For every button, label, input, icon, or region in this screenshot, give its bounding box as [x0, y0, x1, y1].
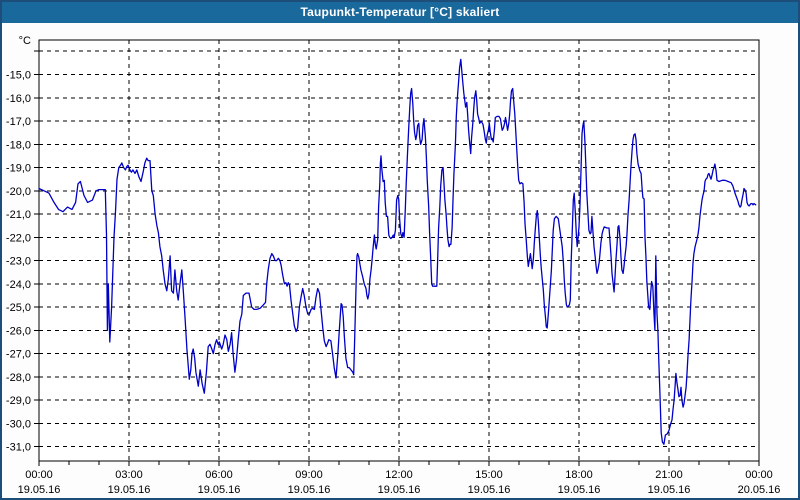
x-axis-time-label: 09:00 [295, 469, 323, 481]
x-axis-time-label: 15:00 [475, 469, 503, 481]
x-axis-date-label: 20.05.16 [738, 484, 781, 496]
x-axis-date-label: 19.05.16 [468, 484, 511, 496]
y-axis-unit-label: °C [19, 35, 31, 47]
y-axis-tick-label: -31,0 [6, 442, 31, 454]
x-axis-date-label: 19.05.16 [18, 484, 61, 496]
x-axis-date-label: 19.05.16 [558, 484, 601, 496]
y-axis-tick-label: -25,0 [6, 302, 31, 314]
y-axis-tick-label: -23,0 [6, 256, 31, 268]
x-axis-time-label: 00:00 [745, 469, 773, 481]
y-axis-tick-label: -29,0 [6, 395, 31, 407]
x-axis-time-label: 18:00 [565, 469, 593, 481]
x-axis-date-label: 19.05.16 [288, 484, 331, 496]
y-axis-tick-label: -27,0 [6, 349, 31, 361]
y-axis-tick-label: -30,0 [6, 418, 31, 430]
plot-frame [38, 39, 760, 462]
y-axis-tick-label: -28,0 [6, 372, 31, 384]
y-axis-tick-label: -16,0 [6, 93, 31, 105]
x-axis-date-label: 19.05.16 [108, 484, 151, 496]
temperature-line [38, 58, 757, 445]
x-axis-date-label: 19.05.16 [648, 484, 691, 496]
y-axis-tick-label: -18,0 [6, 139, 31, 151]
y-axis-tick-label: -17,0 [6, 116, 31, 128]
window-title: Taupunkt-Temperatur [°C] skaliert [300, 4, 500, 19]
y-axis-tick-label: -24,0 [6, 279, 31, 291]
y-axis-tick-label: -15,0 [6, 70, 31, 82]
x-axis-date-label: 19.05.16 [198, 484, 241, 496]
x-axis-date-label: 19.05.16 [378, 484, 421, 496]
x-axis-time-label: 21:00 [655, 469, 683, 481]
y-axis-tick-label: -19,0 [6, 163, 31, 175]
window-title-bar: Taupunkt-Temperatur [°C] skaliert [0, 0, 800, 23]
x-axis-time-label: 03:00 [115, 469, 143, 481]
x-axis-time-label: 06:00 [205, 469, 233, 481]
x-axis-time-label: 00:00 [25, 469, 53, 481]
y-axis-tick-label: -20,0 [6, 186, 31, 198]
x-axis-time-label: 12:00 [385, 469, 413, 481]
y-axis-tick-label: -22,0 [6, 232, 31, 244]
y-axis-tick-label: -21,0 [6, 209, 31, 221]
y-axis-tick-label: -26,0 [6, 325, 31, 337]
